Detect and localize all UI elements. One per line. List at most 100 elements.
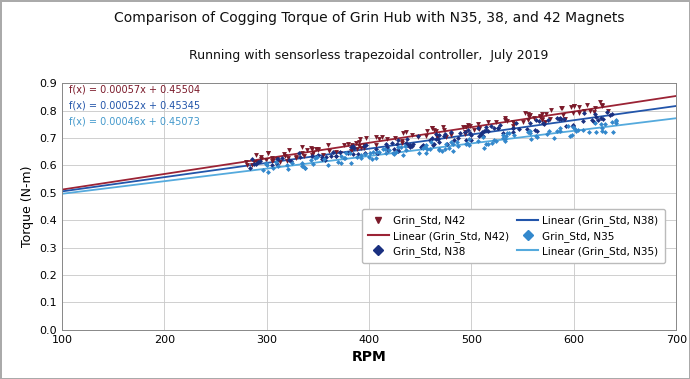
Point <box>432 133 443 139</box>
Point <box>531 117 542 123</box>
Point <box>602 108 613 114</box>
Point <box>532 128 543 134</box>
Point <box>571 128 582 134</box>
Point <box>560 124 571 130</box>
Point <box>434 147 445 153</box>
Point <box>275 159 286 165</box>
Point <box>328 149 339 155</box>
Point <box>351 140 362 146</box>
Point <box>250 152 262 158</box>
Point <box>538 121 549 127</box>
Point <box>246 162 257 168</box>
Point <box>483 119 494 125</box>
Point <box>345 160 356 166</box>
Point <box>564 133 575 139</box>
Point <box>387 140 398 146</box>
Point <box>360 142 371 148</box>
Point <box>353 139 364 145</box>
Point <box>568 110 579 116</box>
Point <box>286 160 297 166</box>
Point <box>397 152 408 158</box>
Point <box>501 130 512 136</box>
Point <box>260 160 271 166</box>
Point <box>294 154 305 160</box>
Point <box>500 133 511 139</box>
Point <box>596 128 607 134</box>
Point <box>402 142 413 148</box>
Point <box>493 125 504 131</box>
Point <box>250 161 262 168</box>
Point <box>574 110 585 116</box>
Point <box>460 141 471 147</box>
Point <box>393 144 404 150</box>
Point <box>583 129 594 135</box>
Point <box>334 150 345 156</box>
Point <box>534 113 545 119</box>
Point <box>334 149 345 155</box>
Point <box>255 158 266 164</box>
Point <box>277 155 288 161</box>
Point <box>465 137 476 143</box>
Point <box>536 117 547 123</box>
Point <box>262 150 273 156</box>
Point <box>440 131 451 137</box>
Point <box>359 143 370 149</box>
Point <box>535 114 546 120</box>
Point <box>355 152 366 158</box>
Point <box>442 141 453 147</box>
Point <box>391 141 402 147</box>
Point <box>307 161 318 167</box>
Point <box>333 159 344 165</box>
Point <box>415 144 426 150</box>
Point <box>321 154 332 160</box>
Point <box>331 153 342 160</box>
Point <box>404 142 415 148</box>
Point <box>437 148 448 154</box>
Point <box>452 139 463 145</box>
Point <box>370 146 381 152</box>
Point <box>598 116 609 122</box>
Point <box>431 136 442 142</box>
Point <box>511 120 522 126</box>
Point <box>338 155 349 161</box>
Point <box>566 104 577 110</box>
Point <box>420 142 431 148</box>
Point <box>499 115 510 121</box>
Point <box>551 128 562 134</box>
Point <box>249 161 260 167</box>
Point <box>480 141 491 147</box>
Point <box>267 157 278 163</box>
Point <box>572 127 583 133</box>
Point <box>283 155 294 161</box>
Point <box>497 130 509 136</box>
Point <box>578 127 589 133</box>
Point <box>523 111 534 117</box>
Point <box>365 150 376 157</box>
Point <box>299 165 310 171</box>
Point <box>307 146 318 152</box>
Point <box>578 108 589 114</box>
Point <box>371 150 382 156</box>
Point <box>323 162 334 168</box>
Point <box>462 139 473 146</box>
Point <box>290 155 302 161</box>
Point <box>607 111 618 117</box>
Point <box>459 131 470 137</box>
Point <box>342 141 353 147</box>
Point <box>441 141 452 147</box>
Point <box>464 122 475 128</box>
Point <box>434 139 445 145</box>
Point <box>379 146 390 152</box>
Point <box>611 118 622 124</box>
Point <box>440 134 451 140</box>
Point <box>331 153 342 159</box>
Point <box>431 128 442 134</box>
Point <box>346 144 357 150</box>
Point <box>475 131 486 137</box>
Point <box>244 164 255 171</box>
Point <box>568 123 579 129</box>
Point <box>311 146 322 152</box>
Point <box>595 114 607 121</box>
Point <box>371 149 382 155</box>
Point <box>462 127 473 133</box>
